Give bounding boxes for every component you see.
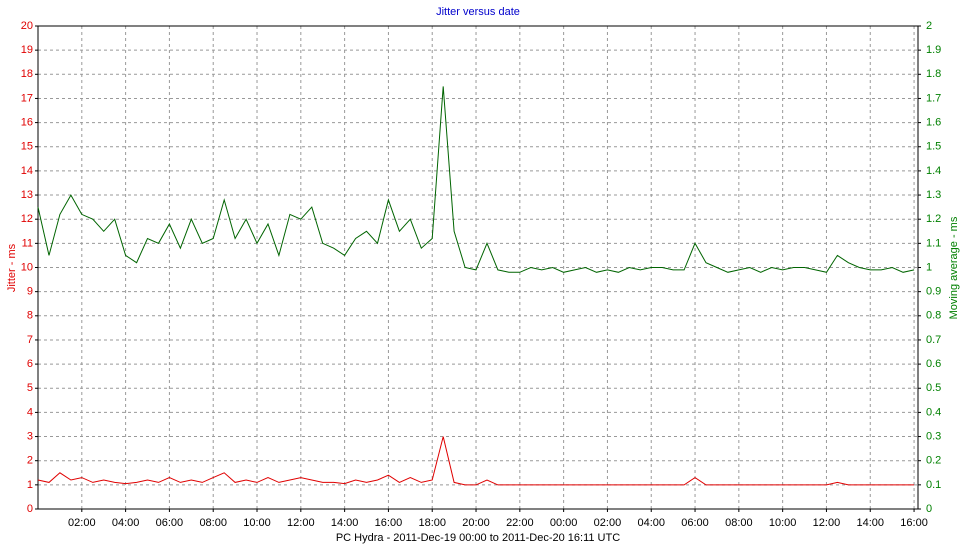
line-series xyxy=(37,436,915,486)
x-tick-label: 02:00 xyxy=(68,517,96,529)
y-tick-label: 20 xyxy=(21,20,33,32)
y-tick-label: 19 xyxy=(21,44,33,56)
y-tick-label: 15 xyxy=(21,141,33,153)
x-tick-label: 14:00 xyxy=(331,517,359,529)
y2-tick-label: 1.4 xyxy=(926,165,941,177)
x-tick-label: 14:00 xyxy=(856,517,884,529)
y-tick-label: 16 xyxy=(21,117,33,129)
y-tick-label: 12 xyxy=(21,213,33,225)
y2-tick-label: 0.3 xyxy=(926,430,941,442)
y2-tick-label: 1.5 xyxy=(926,141,941,153)
x-tick-label: 20:00 xyxy=(462,517,490,529)
plot-frame xyxy=(37,25,919,510)
x-tick-label: 06:00 xyxy=(156,517,184,529)
y2-tick-label: 1.6 xyxy=(926,117,941,129)
x-tick-label: 04:00 xyxy=(112,517,140,529)
y-tick-label: 7 xyxy=(27,334,33,346)
y-tick-label: 5 xyxy=(27,382,33,394)
y-tick-label: 13 xyxy=(21,189,33,201)
y2-tick-label: 0.4 xyxy=(926,406,941,418)
y-axis-label: Jitter - ms xyxy=(6,243,18,292)
y-tick-label: 4 xyxy=(27,406,33,418)
x-tick-label: 08:00 xyxy=(199,517,227,529)
line-series xyxy=(37,86,915,273)
y2-tick-label: 1.8 xyxy=(926,68,941,80)
x-tick-label: 12:00 xyxy=(287,517,315,529)
y-tick-label: 17 xyxy=(21,92,33,104)
y2-tick-label: 0.9 xyxy=(926,286,941,298)
x-tick-label: 12:00 xyxy=(813,517,841,529)
x-tick-label: 06:00 xyxy=(681,517,709,529)
y2-tick-label: 0.2 xyxy=(926,455,941,467)
x-axis-label: PC Hydra - 2011-Dec-19 00:00 to 2011-Dec… xyxy=(336,532,620,544)
x-tick-label: 02:00 xyxy=(594,517,622,529)
y2-tick-label: 1.2 xyxy=(926,213,941,225)
x-tick-label: 16:00 xyxy=(375,517,403,529)
y2-tick-label: 0.8 xyxy=(926,310,941,322)
y2-tick-label: 0.5 xyxy=(926,382,941,394)
y2-tick-label: 1.9 xyxy=(926,44,941,56)
y2-tick-label: 0.6 xyxy=(926,358,941,370)
x-tick-label: 10:00 xyxy=(769,517,797,529)
y-tick-label: 8 xyxy=(27,310,33,322)
y-tick-label: 1 xyxy=(27,479,33,491)
y-tick-label: 18 xyxy=(21,68,33,80)
y-tick-label: 14 xyxy=(21,165,33,177)
y2-tick-label: 0 xyxy=(926,503,932,515)
y2-tick-label: 1 xyxy=(926,261,932,273)
chart-title: Jitter versus date xyxy=(436,6,520,18)
y-tick-label: 11 xyxy=(22,237,33,249)
x-tick-label: 10:00 xyxy=(243,517,271,529)
y2-tick-label: 0.7 xyxy=(926,334,941,346)
x-tick-label: 00:00 xyxy=(550,517,578,529)
y2-tick-label: 2 xyxy=(926,20,932,32)
x-tick-label: 16:00 xyxy=(900,517,928,529)
y-tick-label: 6 xyxy=(27,358,33,370)
y2-tick-label: 1.1 xyxy=(926,237,941,249)
y2-tick-label: 0.1 xyxy=(926,479,941,491)
x-tick-label: 18:00 xyxy=(418,517,446,529)
x-tick-label: 08:00 xyxy=(725,517,753,529)
y-tick-label: 10 xyxy=(21,261,33,273)
x-tick-label: 04:00 xyxy=(637,517,665,529)
y2-axis-label: Moving average - ms xyxy=(948,216,960,319)
y-tick-label: 9 xyxy=(27,286,33,298)
y-tick-label: 0 xyxy=(27,503,33,515)
y2-tick-label: 1.3 xyxy=(926,189,941,201)
x-tick-label: 22:00 xyxy=(506,517,534,529)
y-tick-label: 2 xyxy=(27,455,33,467)
y2-tick-label: 1.7 xyxy=(926,92,941,104)
y-tick-label: 3 xyxy=(27,430,33,442)
